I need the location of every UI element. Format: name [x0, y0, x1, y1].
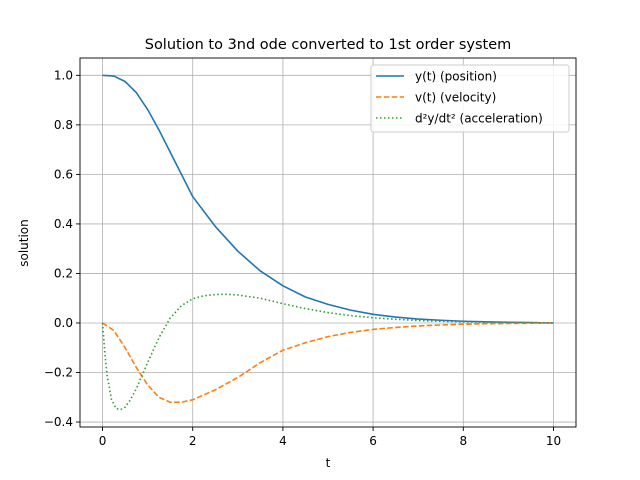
y-tick-label: 0.0	[54, 316, 73, 330]
y-tick-label: 0.2	[54, 266, 73, 280]
x-tick-label: 0	[99, 434, 107, 448]
legend-label-2: d²y/dt² (acceleration)	[415, 112, 543, 126]
axes-frame	[79, 57, 577, 428]
legend: y(t) (position) v(t) (velocity) d²y/dt² (a…	[370, 64, 570, 133]
y-tick-label: −0.2	[44, 366, 73, 380]
legend-label-1: v(t) (velocity)	[415, 91, 496, 105]
series-line-1	[102, 322, 554, 404]
x-tick-label: 10	[546, 434, 561, 448]
x-tick-label: 6	[369, 434, 377, 448]
y-tick-label: −0.4	[44, 415, 73, 429]
legend-label-0: y(t) (position)	[415, 70, 497, 84]
plot-area: 0 2 4 6 8 10 −0.4 −0.2 0.0 0.2 0.4 0.6 0.8 1.0	[44, 57, 577, 448]
chart-title: Solution to 3nd ode converted to 1st ord…	[145, 37, 512, 53]
y-tick-label: 0.6	[54, 167, 73, 181]
x-tick-label: 2	[189, 434, 197, 448]
x-tick-label: 8	[459, 434, 467, 448]
y-tick-label: 0.4	[54, 217, 73, 231]
x-axis-label: t	[326, 456, 331, 470]
x-tick-label: 4	[279, 434, 287, 448]
y-axis-label: solution	[17, 219, 31, 267]
legend-box	[370, 64, 570, 133]
series-line-2	[101, 293, 554, 411]
y-tick-label: 0.8	[54, 118, 73, 132]
y-tick-label: 1.0	[54, 68, 73, 82]
